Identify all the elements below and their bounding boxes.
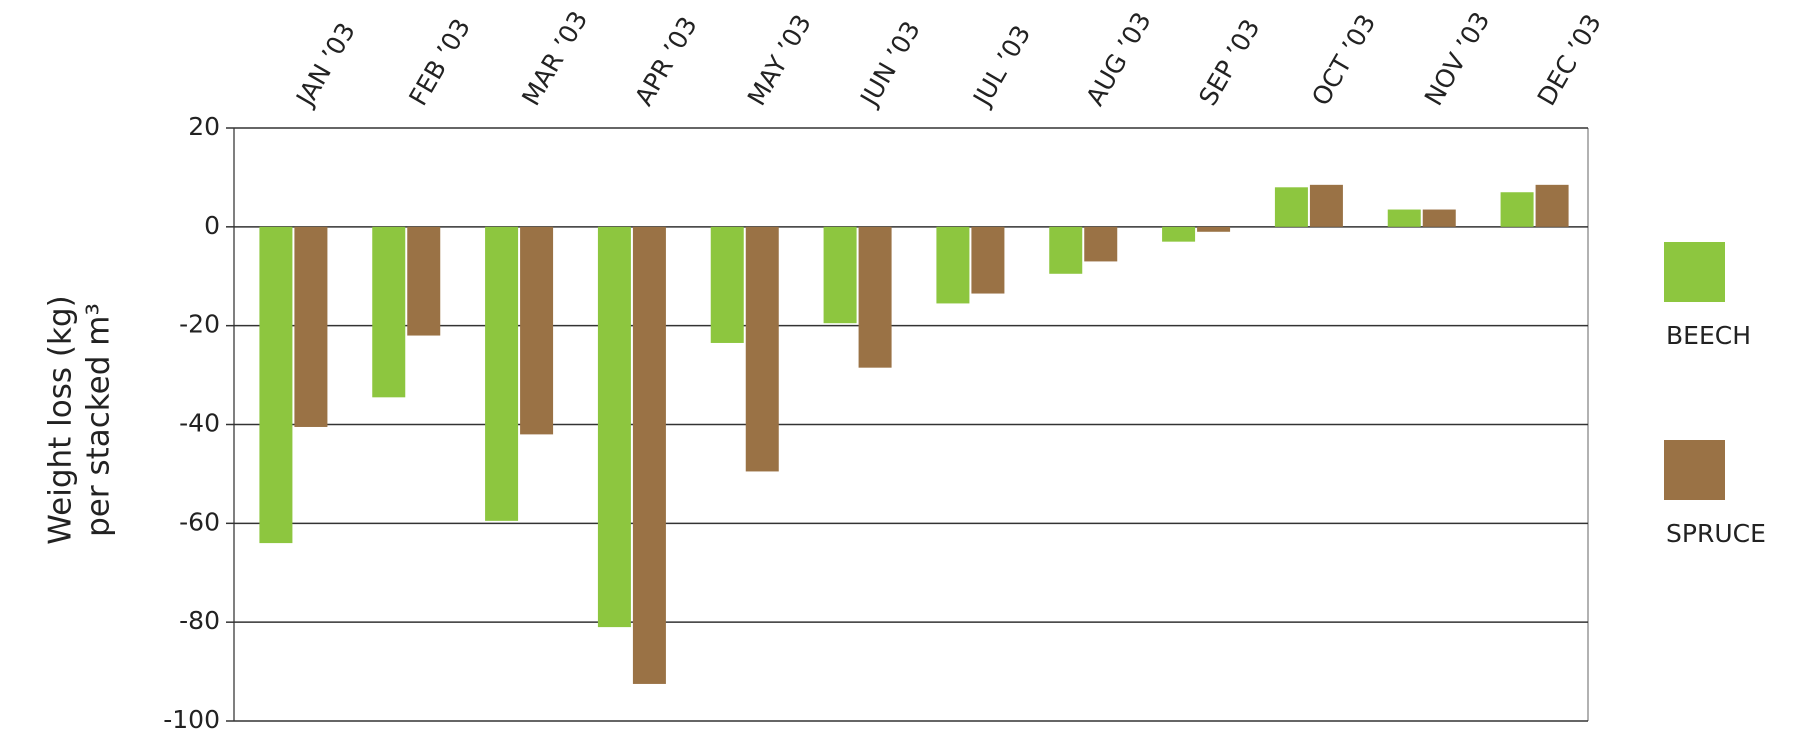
x-tick-label: JUN ’03 [854, 16, 926, 112]
y-axis-label: Weight loss (kg) [43, 295, 79, 544]
x-tick-label: JAN ’03 [290, 18, 361, 113]
x-tick-label: MAY ’03 [742, 10, 817, 111]
y-axis-label: per stacked m³ [81, 303, 117, 537]
bar [1309, 184, 1343, 227]
bar [858, 226, 892, 368]
bar [294, 226, 328, 427]
bar [1387, 209, 1421, 227]
bar [710, 226, 744, 343]
y-tick-label: -20 [179, 310, 220, 339]
x-tick-label: APR ’03 [629, 12, 703, 111]
legend-swatch [1664, 440, 1725, 500]
x-tick-label: SEP ’03 [1193, 14, 1265, 110]
bar [372, 226, 406, 398]
x-tick-label: NOV ’03 [1419, 7, 1495, 110]
bar [1500, 192, 1534, 227]
bar [745, 226, 779, 472]
bar [1274, 187, 1308, 227]
bar [1084, 226, 1118, 262]
y-tick-label: 20 [188, 112, 220, 141]
y-tick-label: 0 [204, 211, 220, 240]
bar [1535, 184, 1569, 227]
bar [407, 226, 441, 336]
bar [936, 226, 970, 304]
y-tick-label: -40 [179, 409, 220, 438]
bar [520, 226, 554, 435]
bar [823, 226, 857, 324]
x-tick-label: AUG ’03 [1080, 7, 1156, 110]
bar [1422, 209, 1456, 227]
bar [632, 226, 666, 684]
x-tick-label: FEB ’03 [403, 14, 476, 111]
x-tick-label: JUL ’03 [967, 20, 1037, 112]
y-tick-label: -100 [163, 705, 220, 733]
legend-swatch [1664, 242, 1725, 302]
bar [1197, 226, 1231, 232]
bar [259, 226, 293, 544]
bar [485, 226, 519, 521]
x-tick-label: DEC ’03 [1532, 9, 1607, 110]
bar [1049, 226, 1083, 274]
x-tick-label: OCT ’03 [1306, 9, 1381, 110]
legend-label: SPRUCE [1666, 519, 1766, 548]
legend-label: BEECH [1666, 321, 1751, 350]
y-tick-label: -80 [179, 606, 220, 635]
bar [597, 226, 631, 628]
bar [971, 226, 1005, 294]
bar [1162, 226, 1196, 242]
y-tick-label: -60 [179, 507, 220, 536]
x-tick-label: MAR ’03 [516, 6, 593, 110]
